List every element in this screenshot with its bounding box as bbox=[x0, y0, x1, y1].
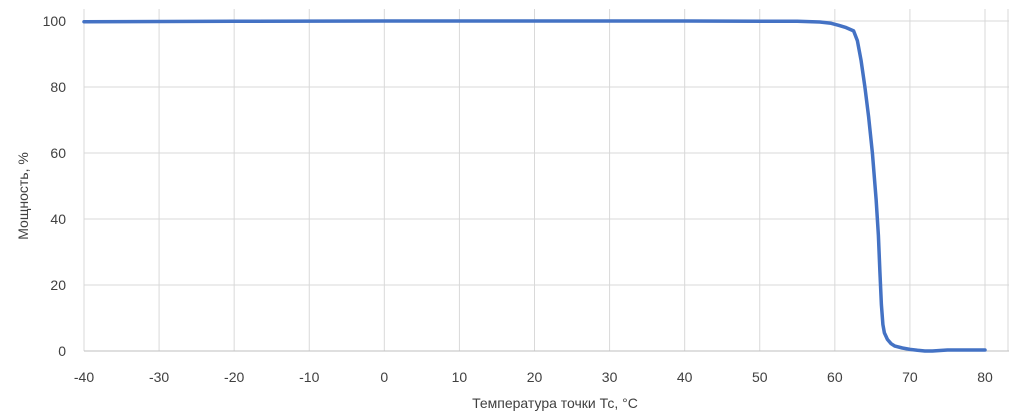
x-tick-label: 20 bbox=[527, 369, 543, 385]
x-tick-label: -10 bbox=[299, 369, 319, 385]
grid bbox=[83, 9, 1009, 351]
series-layer bbox=[82, 19, 987, 353]
x-tick-label: 70 bbox=[902, 369, 918, 385]
x-tick-label: 60 bbox=[827, 369, 843, 385]
x-tick-label: -20 bbox=[224, 369, 244, 385]
y-tick-label: 60 bbox=[50, 145, 66, 161]
y-tick-label: 100 bbox=[43, 13, 67, 29]
x-axis-title: Температура точки Тс, °С bbox=[472, 395, 638, 411]
x-tick-label: 80 bbox=[977, 369, 993, 385]
tick-labels: 0 20 40 60 80 100 -40 -30 -20 -10 0 10 20 30 40 50 60 70 8… bbox=[43, 13, 993, 385]
y-axis-title: Мощность, % bbox=[15, 152, 31, 240]
x-tick-label: 0 bbox=[380, 369, 388, 385]
x-tick-label: 10 bbox=[452, 369, 468, 385]
y-tick-label: 0 bbox=[58, 343, 66, 359]
y-tick-label: 20 bbox=[50, 277, 66, 293]
y-tick-label: 40 bbox=[50, 211, 66, 227]
y-tick-label: 80 bbox=[50, 79, 66, 95]
x-tick-label: 50 bbox=[752, 369, 768, 385]
x-tick-label: 30 bbox=[602, 369, 618, 385]
x-tick-label: -40 bbox=[74, 369, 94, 385]
series-line bbox=[82, 19, 987, 353]
x-tick-label: -30 bbox=[149, 369, 169, 385]
x-tick-label: 40 bbox=[677, 369, 693, 385]
